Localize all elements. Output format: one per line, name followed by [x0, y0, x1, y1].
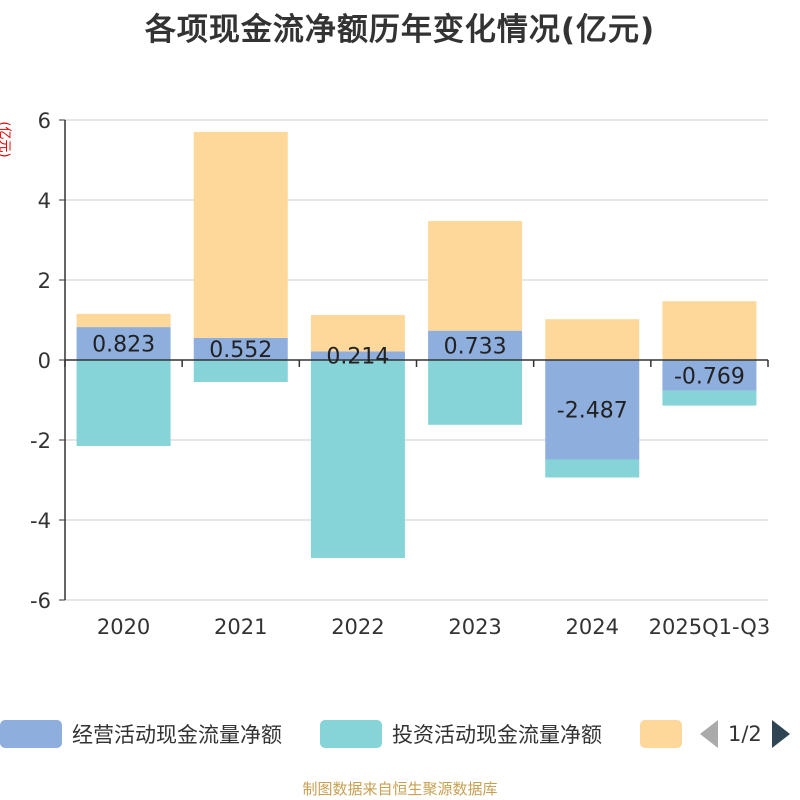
x-tick-label: 2023	[448, 615, 501, 639]
bar-investing	[428, 360, 523, 425]
y-tick-label: 2	[38, 269, 51, 293]
pager-prev-icon[interactable]	[700, 720, 718, 748]
bar-operating	[193, 337, 288, 360]
data-label: -2.487	[557, 399, 628, 424]
data-label: 0.823	[92, 333, 155, 358]
chart-title: 各项现金流净额历年变化情况(亿元)	[144, 12, 656, 48]
bar-financing	[662, 301, 757, 360]
pager-page-indicator: 1/2	[728, 722, 762, 746]
y-tick-label: 4	[38, 189, 51, 213]
bar-operating	[428, 330, 523, 360]
y-axis-unit: (亿元)	[0, 121, 12, 158]
y-tick-label: -6	[30, 589, 51, 613]
y-tick-label: -2	[30, 429, 51, 453]
legend-item-operating[interactable]: 经营活动现金流量净额	[0, 716, 282, 752]
bar-financing	[310, 315, 405, 352]
bar-operating	[310, 351, 405, 360]
legend-pager: 1/2	[700, 716, 790, 752]
data-label: -0.769	[674, 364, 745, 389]
bar-financing	[193, 131, 288, 338]
y-tick-label: 0	[38, 349, 51, 373]
data-label: 0.733	[444, 334, 507, 359]
bar-operating	[662, 360, 757, 391]
chart-plot: 6 4 2 0 -2 -4 -6 0.823 0.552 0.214 0.733 -2.487 -0.7…	[30, 109, 771, 639]
bar-investing	[193, 360, 288, 382]
legend-label-investing: 投资活动现金流量净额	[392, 723, 602, 747]
legend-label-operating: 经营活动现金流量净额	[72, 723, 282, 747]
legend-item-financing[interactable]	[640, 716, 692, 752]
y-tick-label: -4	[30, 509, 51, 533]
legend-swatch-operating	[0, 720, 62, 748]
bar-operating	[76, 327, 171, 360]
x-tick-label: 2022	[331, 615, 384, 639]
legend-swatch-investing	[320, 720, 382, 748]
bar-operating	[545, 360, 640, 460]
bar-financing	[76, 313, 171, 328]
data-label: 0.552	[209, 338, 272, 363]
y-tick-label: 6	[38, 109, 51, 133]
x-tick-label: 2024	[566, 615, 619, 639]
x-tick-label: 2021	[214, 615, 267, 639]
legend-item-investing[interactable]: 投资活动现金流量净额	[320, 716, 602, 752]
legend-swatch-financing	[640, 720, 682, 748]
bar-financing	[545, 319, 640, 360]
bar-investing	[310, 360, 405, 558]
bar-financing	[428, 221, 523, 331]
data-source-note: 制图数据来自恒生聚源数据库	[302, 780, 498, 798]
pager-next-icon[interactable]	[771, 720, 790, 748]
x-tick-label: 2020	[97, 615, 150, 639]
bar-investing	[545, 459, 640, 478]
bar-investing	[76, 360, 171, 446]
legend: 经营活动现金流量净额 投资活动现金流量净额	[0, 716, 800, 752]
bar-investing	[662, 390, 757, 406]
data-label: 0.214	[326, 345, 389, 370]
x-tick-label: 2025Q1-Q3	[649, 615, 771, 639]
